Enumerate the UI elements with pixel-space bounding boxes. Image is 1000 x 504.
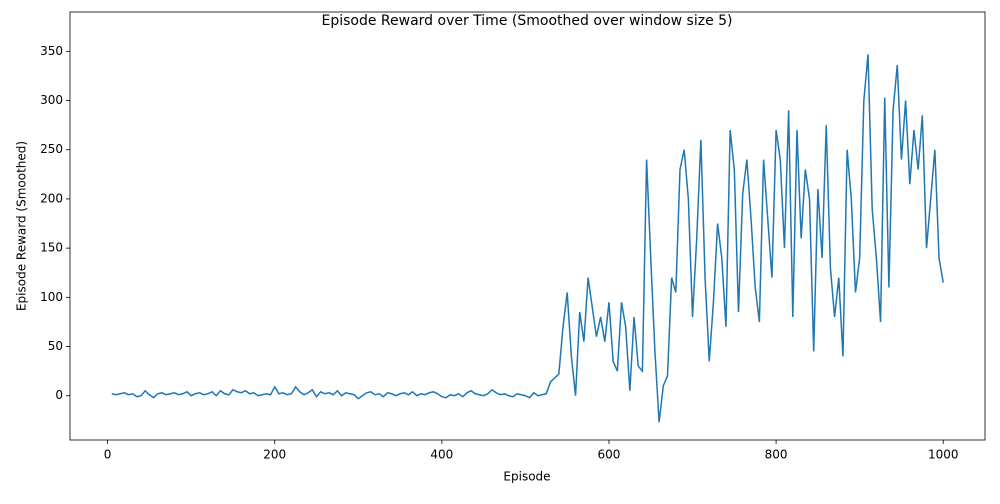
y-tick-label: 300	[40, 93, 63, 107]
x-tick-label: 600	[598, 448, 621, 462]
y-tick-label: 350	[40, 44, 63, 58]
x-axis-label: Episode	[503, 470, 550, 484]
y-tick-label: 150	[40, 241, 63, 255]
y-tick-label: 50	[48, 339, 63, 353]
x-tick-label: 0	[104, 448, 112, 462]
x-tick-label: 400	[430, 448, 453, 462]
y-tick-label: 200	[40, 191, 63, 205]
plot-frame	[69, 11, 986, 441]
data-line	[111, 54, 944, 423]
y-tick-label: 250	[40, 142, 63, 156]
x-tick-label: 800	[765, 448, 788, 462]
x-tick-label: 200	[263, 448, 286, 462]
chart-title: Episode Reward over Time (Smoothed over …	[321, 13, 732, 29]
y-axis-label: Episode Reward (Smoothed)	[15, 141, 29, 311]
y-tick-label: 100	[40, 290, 63, 304]
x-tick-label: 1000	[928, 448, 959, 462]
y-tick-label: 0	[55, 388, 63, 402]
